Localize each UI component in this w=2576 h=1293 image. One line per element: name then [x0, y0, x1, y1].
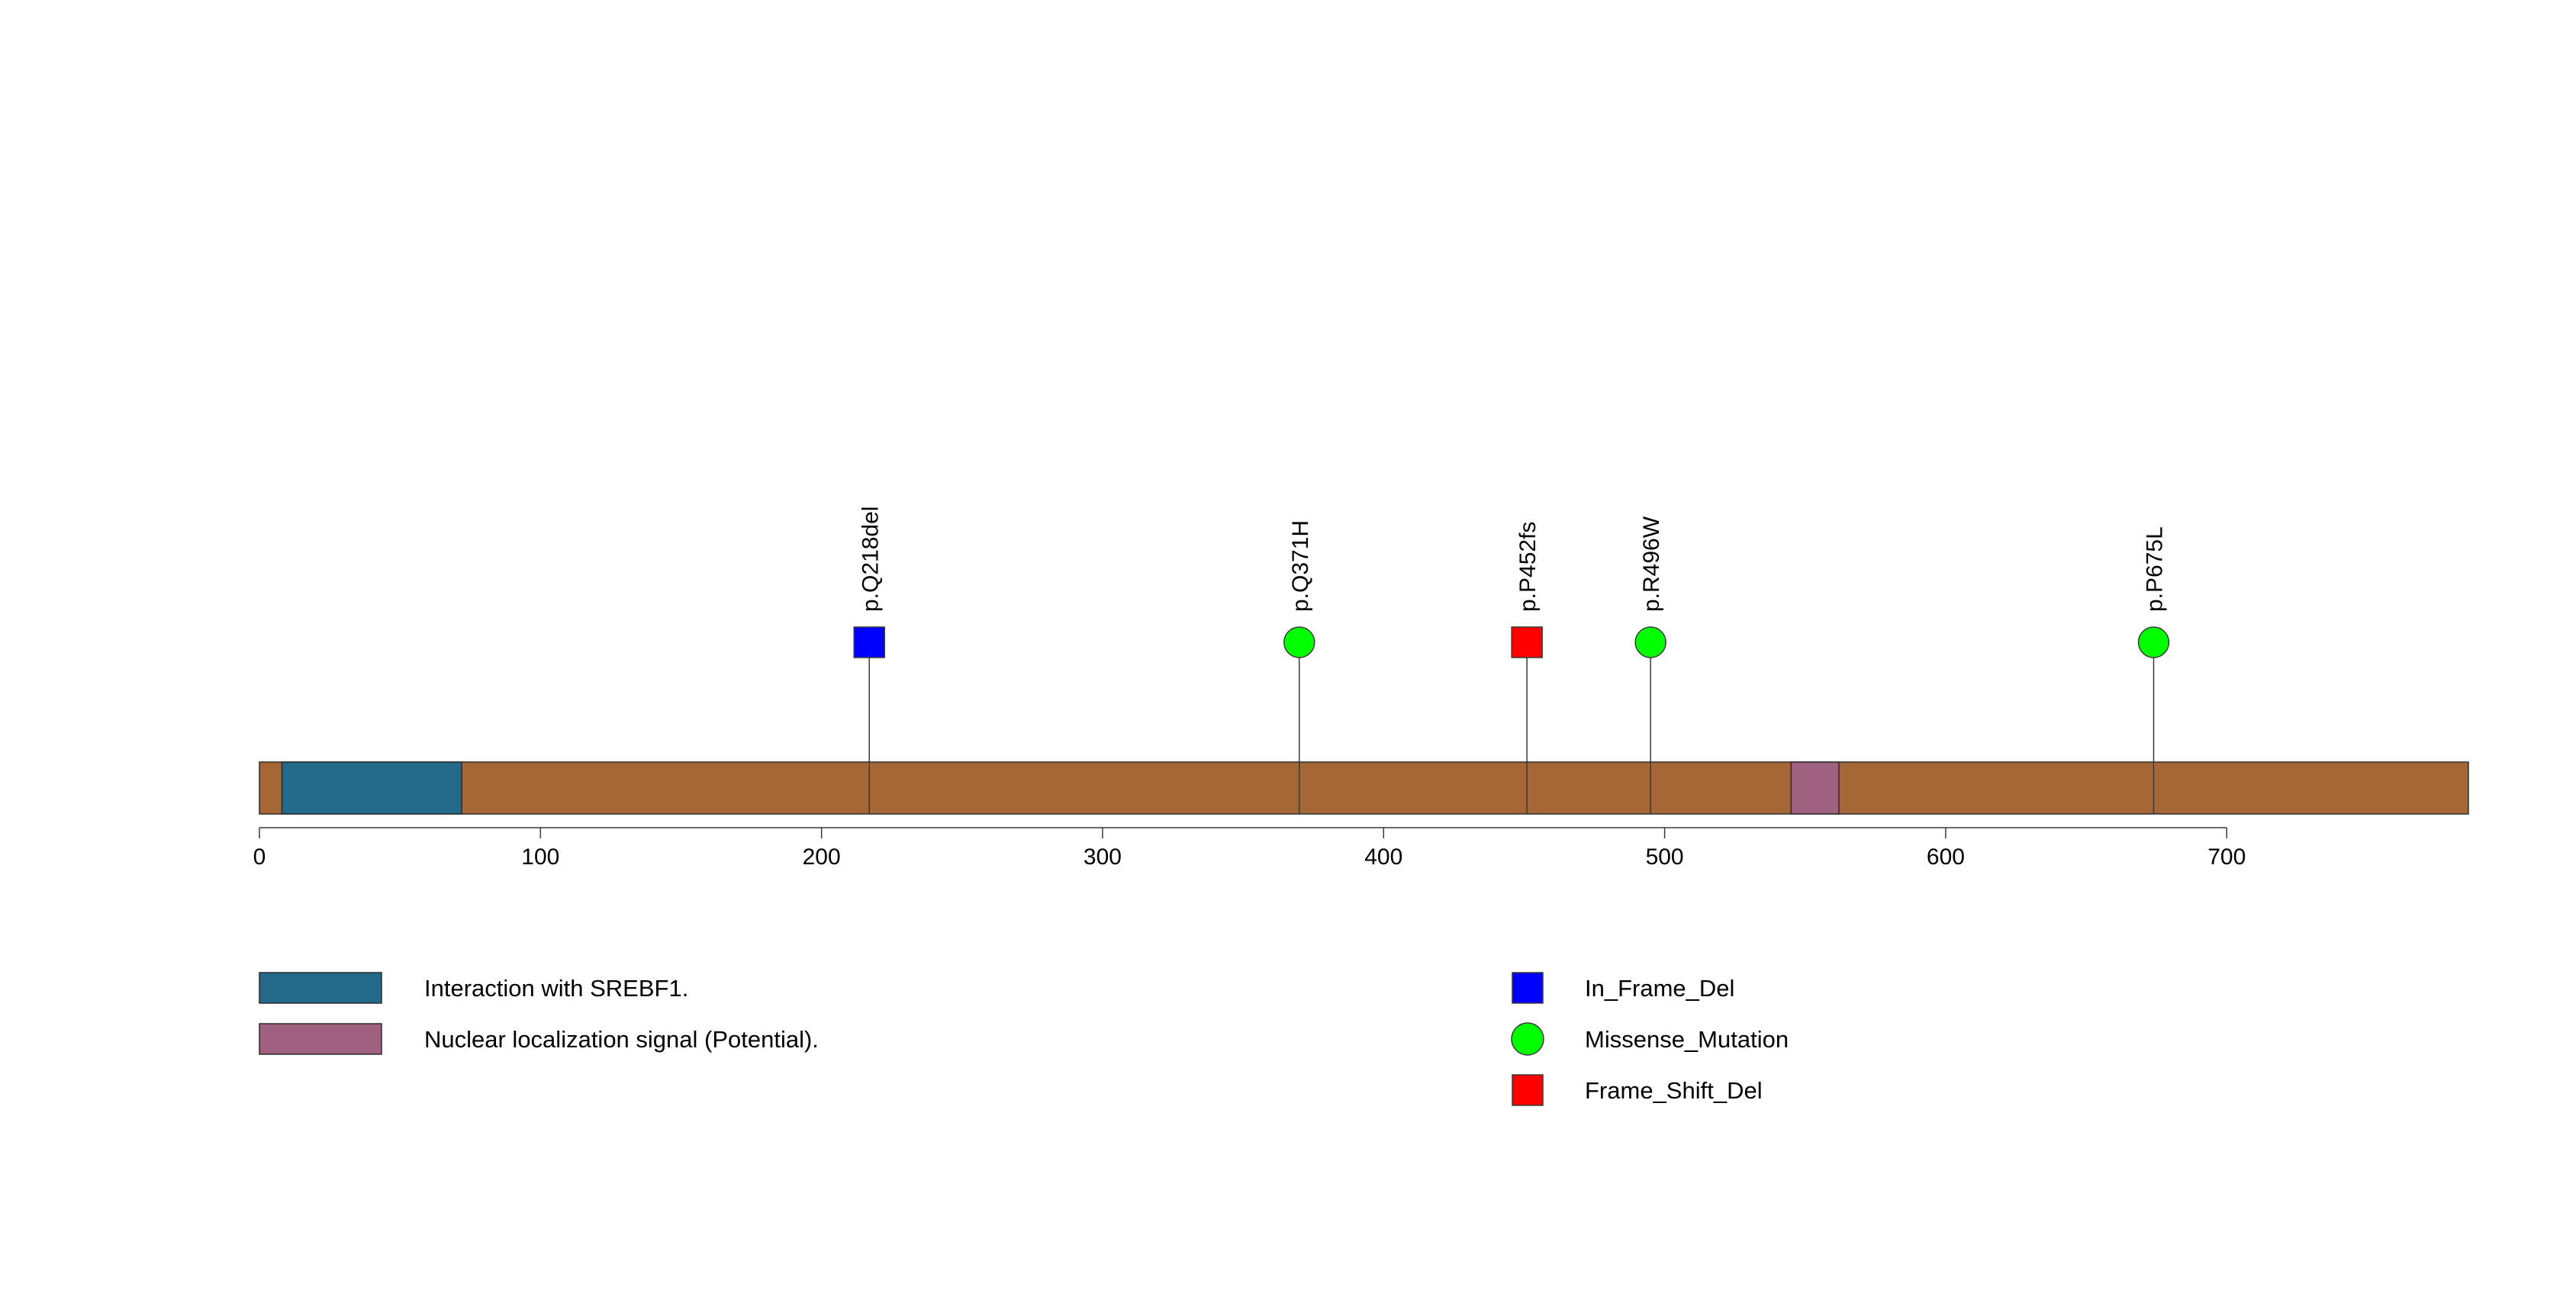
- domain-legend-label: Nuclear localization signal (Potential).: [424, 1026, 819, 1053]
- mutation-label: p.R496W: [1639, 516, 1664, 612]
- domain-block: [281, 761, 462, 815]
- mutation-markers: p.Q218del p.Q371H p.P452fs p.R496W p.P675L: [853, 507, 2170, 658]
- axis-tick-label: 700: [2207, 844, 2246, 870]
- missense-legend-marker: [1511, 1022, 1544, 1056]
- in-frame-del-marker: [853, 626, 886, 658]
- axis-tick-label: 100: [521, 844, 559, 870]
- position-axis: 0 100 200 300 400 500 600 700: [253, 827, 2246, 870]
- mutation-label: p.P675L: [2142, 526, 2167, 612]
- mutation-stems: [868, 642, 2155, 762]
- mutation-label: p.P452fs: [1515, 522, 1541, 612]
- missense-marker: [1283, 626, 1315, 658]
- mutation-label: p.Q371H: [1288, 520, 1313, 612]
- axis-tick-label: 600: [1927, 844, 1965, 870]
- missense-marker: [1634, 626, 1666, 658]
- domain-legend-swatch: [259, 972, 382, 1004]
- domain-legend-swatch: [259, 1023, 382, 1055]
- domain-legend: Interaction with SREBF1. Nuclear localiza…: [259, 972, 819, 1055]
- mutation-type-legend-label: In_Frame_Del: [1585, 975, 1734, 1002]
- protein-backbone: [259, 761, 2469, 815]
- frame-shift-del-marker: [1511, 626, 1543, 658]
- mutation-type-legend-label: Missense_Mutation: [1585, 1026, 1789, 1053]
- mutation-position-marks: [868, 762, 2155, 814]
- axis-tick-label: 400: [1364, 844, 1402, 870]
- missense-marker: [2137, 626, 2170, 658]
- frame-shift-del-legend-marker: [1512, 1074, 1544, 1106]
- axis-tick-label: 500: [1646, 844, 1684, 870]
- domain-legend-label: Interaction with SREBF1.: [424, 975, 688, 1002]
- protein-domains: [281, 761, 1840, 815]
- domain-block: [1790, 761, 1840, 815]
- mutation-label: p.Q218del: [858, 507, 883, 612]
- in-frame-del-legend-marker: [1512, 972, 1544, 1004]
- mutation-type-legend: In_Frame_Del Missense_Mutation Frame_Shift…: [1511, 972, 1789, 1106]
- axis-tick-label: 300: [1084, 844, 1122, 870]
- mutation-type-legend-label: Frame_Shift_Del: [1585, 1077, 1763, 1104]
- axis-tick-label: 0: [253, 844, 266, 870]
- axis-tick-label: 200: [803, 844, 841, 870]
